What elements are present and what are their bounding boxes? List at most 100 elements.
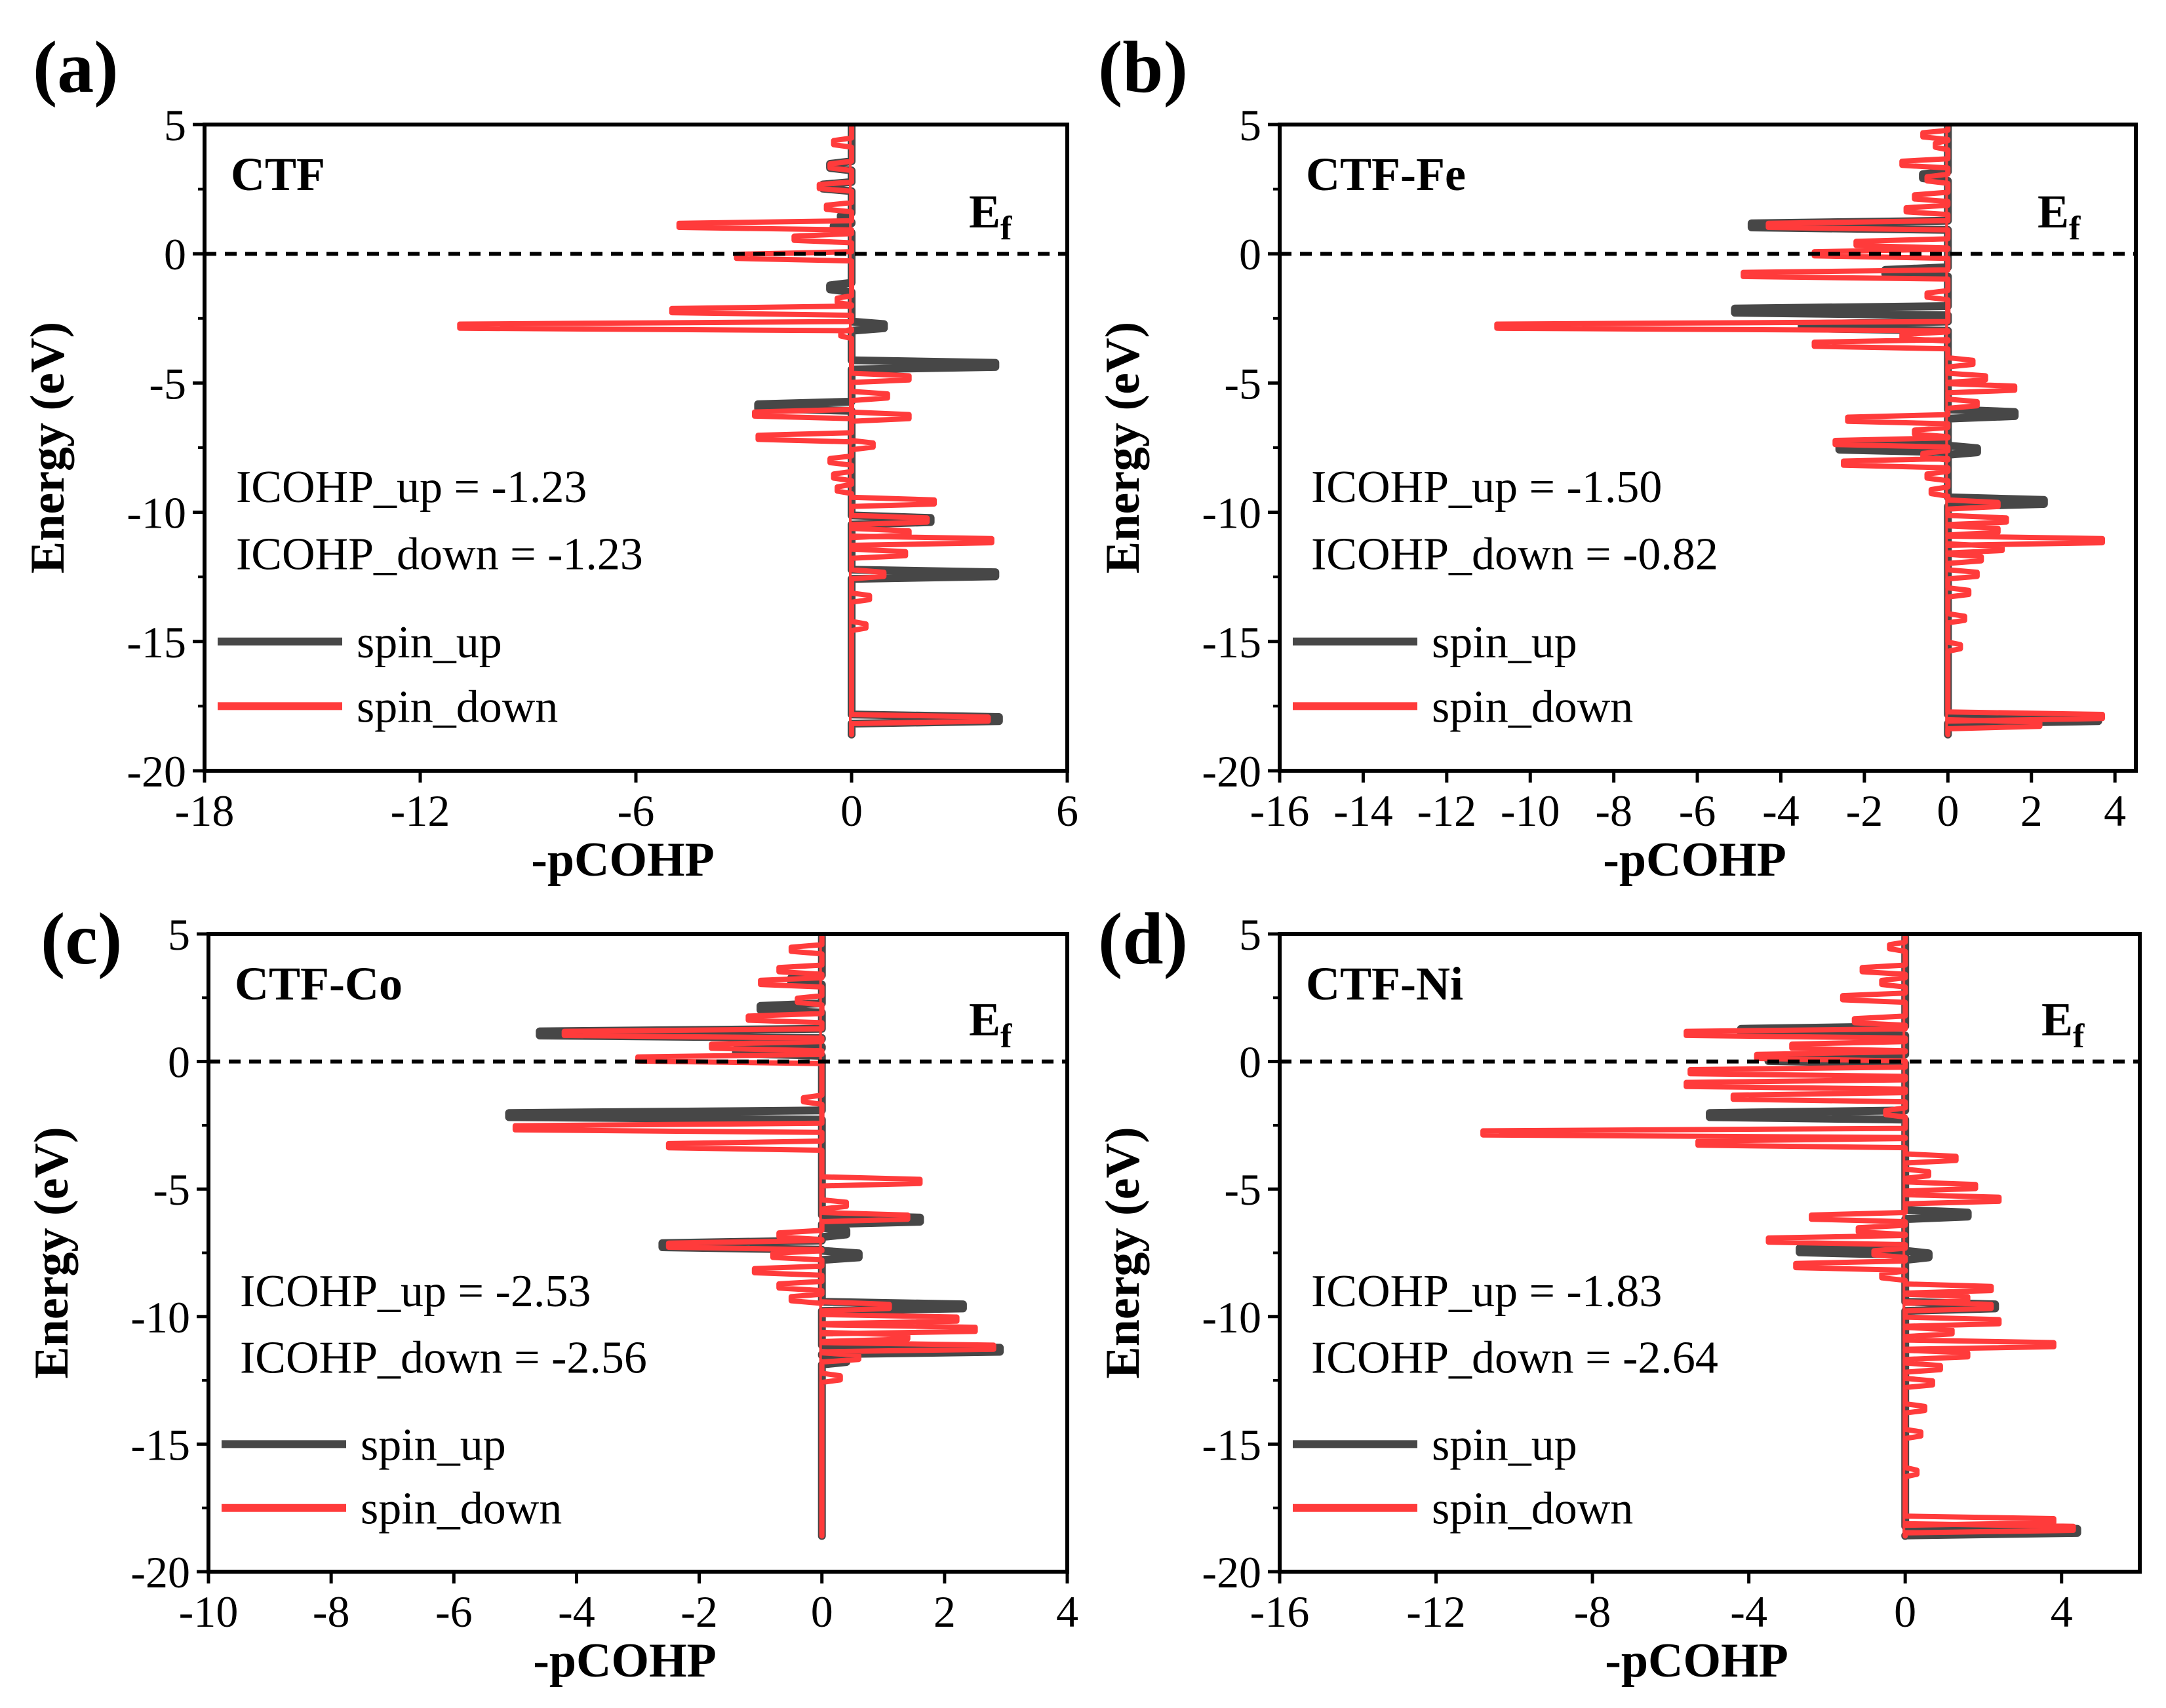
y-tick-label: 0 [164,229,186,279]
y-tick-label: -15 [1202,617,1261,667]
x-tick-label: -6 [618,786,655,836]
plot-content [457,123,1003,739]
x-tick-label: -12 [1406,1587,1466,1637]
panel-label: (a) [33,27,119,108]
x-tick-label: 0 [1937,786,1959,836]
y-tick-label: -5 [149,359,186,408]
y-tick-label: -10 [1202,488,1261,538]
fermi-level-label: Ef [2038,185,2081,247]
axis-ticks: 50-5-10-15-20-16 -14 -12 -10 -8 -6 -4 -2 0 2 4 [1202,100,2126,836]
y-tick-label: 5 [1239,910,1261,960]
y-tick-label: 5 [164,100,186,150]
fermi-label-main: E [2041,994,2073,1046]
plot-frame [203,123,1069,773]
panel-title: CTF [231,148,325,201]
x-tick-label: -16 [1250,1587,1310,1637]
x-axis-label: -pCOHP [1605,1634,1788,1688]
icohp-down-annotation: ICOHP_down = -1.23 [236,529,643,579]
x-tick-label: -4 [1762,786,1800,836]
x-tick-label: 4 [1056,1587,1078,1637]
fermi-label-sub: f [1000,210,1012,247]
legend-label-spin-up: spin_up [361,1420,506,1470]
x-tick-label: 4 [2104,786,2126,836]
legend-label-spin-down: spin_down [357,682,558,732]
fermi-label-main: E [969,994,1000,1046]
x-tick-label: -18 [175,786,235,836]
x-axis-label: -pCOHP [533,1634,717,1688]
plot-frame [1278,932,2142,1574]
plot-frame [207,932,1069,1574]
x-tick-label: -2 [1846,786,1883,836]
y-tick-label: -15 [130,1420,190,1469]
x-axis-label: -pCOHP [531,833,715,887]
fermi-label-main: E [2038,185,2069,238]
panel-a: (a) 5 0 -5 -10 -15 -20-18 -12 -6 0 6 CTF Ef ICOHP… [21,27,1078,887]
x-tick-label: -6 [435,1587,473,1637]
x-tick-label: 2 [934,1587,956,1637]
y-axis-label: Energy (eV) [1096,1127,1150,1378]
panel-d: (d) 50-5-10-15-20-16 -12 -8 -4 0 4 CTF-Ni Ef … [1096,899,2142,1688]
series-spin-down [457,124,994,737]
fermi-level-label: Ef [2041,994,2085,1055]
y-tick-label: -20 [127,747,186,796]
plot-content [505,932,1004,1540]
y-axis-label: Energy (eV) [25,1127,79,1378]
x-tick-label: 0 [1894,1587,1916,1637]
plot-frame [1278,123,2138,773]
y-axis-label: Energy (eV) [21,322,75,573]
y-tick-label: -20 [1202,747,1261,796]
fermi-label-sub: f [1000,1018,1012,1055]
fermi-level-label: Ef [969,185,1012,247]
x-axis-label: -pCOHP [1603,833,1786,887]
y-tick-label: -10 [130,1292,190,1342]
y-tick-label: -15 [127,617,186,667]
legend-label-spin-down: spin_down [1432,1484,1633,1534]
legend-label-spin-up: spin_up [1432,617,1577,668]
x-tick-label: -16 [1250,786,1310,836]
panel-b: (b) 50-5-10-15-20-16 -14 -12 -10 -8 -6 -4 -2 0 2 4… [1096,27,2138,887]
legend-label-spin-down: spin_down [1432,682,1633,732]
icohp-down-annotation: ICOHP_down = -2.64 [1311,1332,1718,1383]
x-tick-label: 2 [2020,786,2043,836]
plot-content [1480,932,2081,1540]
y-tick-label: -5 [1224,359,1261,408]
y-tick-label: -10 [127,488,186,538]
y-axis-label: Energy (eV) [1096,322,1150,573]
panel-label: (b) [1098,27,1188,108]
plot-content [1494,123,2105,739]
icohp-up-annotation: ICOHP_up = -1.83 [1311,1266,1662,1317]
x-tick-label: 4 [2051,1587,2073,1637]
icohp-up-annotation: ICOHP_up = -1.23 [236,462,587,513]
fermi-level-label: Ef [969,994,1012,1055]
panel-title: CTF-Ni [1306,958,1463,1010]
x-tick-label: -10 [1501,786,1560,836]
y-tick-label: -20 [130,1547,190,1597]
y-tick-label: -10 [1202,1292,1261,1342]
y-tick-label: -5 [1224,1165,1261,1214]
icohp-up-annotation: ICOHP_up = -2.53 [240,1266,591,1317]
axis-ticks: 5 0 -5 -10 -15 -20-16 -12 -8 -4 0 4 [1202,910,2072,1637]
x-tick-label: 0 [811,1587,833,1637]
y-tick-label: 5 [168,910,190,960]
icohp-down-annotation: ICOHP_down = -2.56 [240,1332,647,1383]
y-tick-label: -15 [1202,1420,1261,1469]
y-tick-label: -20 [1202,1547,1261,1597]
legend-label-spin-up: spin_up [1432,1420,1577,1470]
x-tick-label: 0 [840,786,863,836]
x-tick-label: 6 [1056,786,1078,836]
x-tick-label: -12 [391,786,450,836]
x-tick-label: -8 [1574,1587,1611,1637]
fermi-label-sub: f [2073,1018,2085,1055]
series-spin-down [512,933,996,1539]
x-tick-label: -14 [1333,786,1393,836]
icohp-up-annotation: ICOHP_up = -1.50 [1311,462,1662,513]
legend-label-spin-up: spin_up [357,617,502,668]
x-tick-label: -8 [313,1587,350,1637]
panel-c: (c) 50-5-10-15-20-10 -8 -6 -4 -2 0 2 4 CTF-Co E… [25,899,1078,1688]
fermi-label-sub: f [2069,210,2081,247]
x-tick-label: -12 [1417,786,1477,836]
x-tick-label: -2 [680,1587,718,1637]
y-tick-label: 0 [168,1038,190,1087]
